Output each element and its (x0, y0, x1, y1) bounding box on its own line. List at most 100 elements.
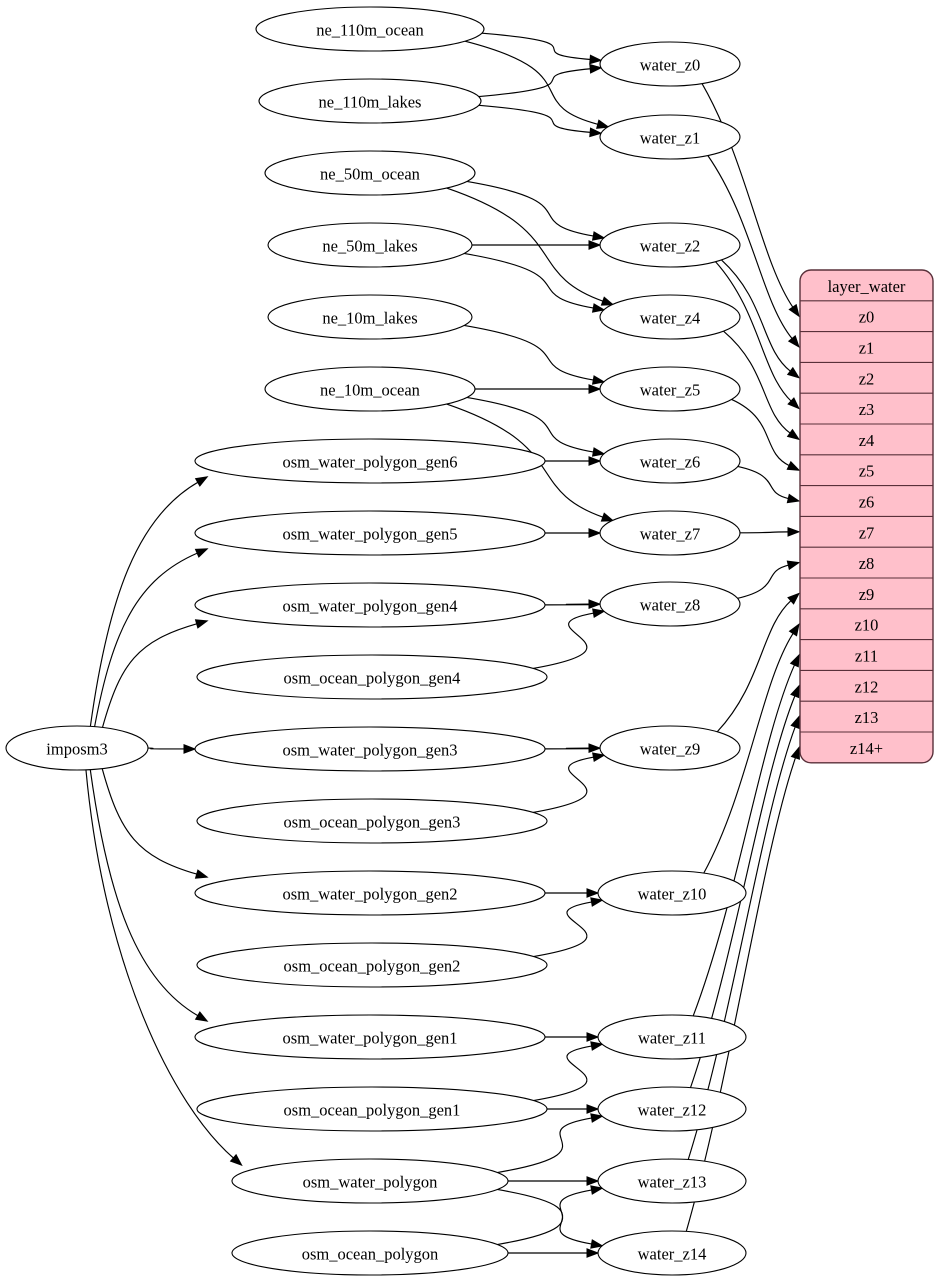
node-shape (194, 438, 546, 484)
node-osm_water_polygon_gen2[interactable]: osm_water_polygon_gen2 (194, 870, 546, 916)
node-osm_ocean_polygon_gen1[interactable]: osm_ocean_polygon_gen1 (196, 1086, 548, 1132)
table-row-z13[interactable]: z13 (855, 708, 879, 727)
node-water_z6[interactable]: water_z6 (599, 438, 741, 484)
edge-arrowhead (586, 888, 600, 898)
edge-osm_water_polygon_gen6-to-water_z6 (545, 456, 602, 466)
edge-path (463, 252, 594, 309)
edge-path (101, 768, 198, 875)
table-row-z1[interactable]: z1 (859, 339, 875, 358)
table-row-z0[interactable]: z0 (859, 308, 875, 327)
edge-water_z0-to-z0 (701, 83, 800, 318)
node-osm_water_polygon[interactable]: osm_water_polygon (231, 1158, 509, 1204)
edge-arrowhead (788, 623, 800, 637)
table-row-z14+[interactable]: z14+ (850, 739, 883, 758)
edge-water_z2-to-z3 (715, 261, 801, 410)
edge-osm_water_polygon-to-water_z13 (508, 1176, 600, 1186)
node-shape (194, 1014, 546, 1060)
node-osm_ocean_polygon_gen4[interactable]: osm_ocean_polygon_gen4 (196, 654, 548, 700)
node-water_z11[interactable]: water_z11 (597, 1014, 747, 1060)
node-imposm3[interactable]: imposm3 (5, 725, 149, 771)
edge-path (544, 747, 596, 750)
table-row-z8[interactable]: z8 (859, 554, 875, 573)
node-osm_water_polygon_gen1[interactable]: osm_water_polygon_gen1 (194, 1014, 546, 1060)
node-ne_50m_ocean[interactable]: ne_50m_ocean (264, 150, 476, 196)
node-osm_water_polygon_gen6[interactable]: osm_water_polygon_gen6 (194, 438, 546, 484)
table-row-z3[interactable]: z3 (859, 400, 875, 419)
node-water_z13[interactable]: water_z13 (597, 1158, 747, 1204)
node-water_z7[interactable]: water_z7 (599, 510, 741, 556)
node-osm_water_polygon_gen4[interactable]: osm_water_polygon_gen4 (194, 582, 546, 628)
node-label: osm_water_polygon_gen1 (282, 1029, 457, 1048)
table-row-z10[interactable]: z10 (855, 616, 879, 635)
table-row-z11[interactable]: z11 (855, 647, 878, 666)
node-water_z1[interactable]: water_z1 (599, 114, 741, 160)
edge-path (716, 599, 792, 733)
edge-water_z11-to-z11 (692, 653, 800, 1017)
edge-ne_110m_lakes-to-water_z0 (478, 63, 603, 98)
node-osm_ocean_polygon[interactable]: osm_ocean_polygon (231, 1230, 509, 1276)
edge-osm_water_polygon-to-water_z14 (497, 1188, 604, 1249)
node-label: water_z10 (638, 885, 707, 904)
edge-ne_110m_lakes-to-water_z1 (478, 104, 603, 138)
node-shape (599, 510, 741, 556)
node-ne_110m_lakes[interactable]: ne_110m_lakes (258, 78, 482, 124)
node-label: water_z11 (638, 1029, 706, 1048)
table-row-z9[interactable]: z9 (859, 585, 875, 604)
edge-water_z2-to-z2 (721, 259, 801, 379)
edge-path (721, 259, 792, 372)
edge-ne_50m_ocean-to-water_z2 (466, 180, 606, 241)
table-row-z2[interactable]: z2 (859, 369, 875, 388)
node-shape (599, 438, 741, 484)
node-water_z2[interactable]: water_z2 (599, 222, 741, 268)
edge-water_z4-to-z4 (723, 330, 801, 441)
node-shape (597, 1086, 747, 1132)
edge-arrowhead (229, 1153, 243, 1167)
edge-arrowhead (586, 1248, 600, 1258)
node-label: ne_50m_ocean (320, 165, 420, 184)
table-row-z12[interactable]: z12 (855, 677, 879, 696)
node-water_z14[interactable]: water_z14 (597, 1230, 747, 1276)
node-osm_ocean_polygon_gen2[interactable]: osm_ocean_polygon_gen2 (196, 942, 548, 988)
edge-arrowhead (590, 1185, 604, 1195)
table-row-z6[interactable]: z6 (859, 493, 875, 512)
edge-path (89, 481, 199, 727)
table-row-z5[interactable]: z5 (859, 462, 875, 481)
edge-arrowhead (589, 54, 603, 65)
layer-water-table: layer_water z0 z1 z2 z3 z4 z5 z6 z7 z8 z9 z10 z11 z12… (800, 270, 933, 763)
node-label: water_z9 (640, 740, 700, 759)
node-water_z10[interactable]: water_z10 (597, 870, 747, 916)
edge-osm_water_polygon-to-water_z12 (497, 1113, 604, 1174)
edge-path (737, 564, 789, 599)
node-ne_110m_ocean[interactable]: ne_110m_ocean (255, 6, 485, 52)
node-label: osm_ocean_polygon_gen2 (284, 957, 461, 976)
table-row-z4[interactable]: z4 (859, 431, 875, 450)
edge-imposm3-to-osm_water_polygon_gen1 (89, 769, 209, 1022)
edge-path (85, 769, 235, 1159)
edge-imposm3-to-osm_water_polygon_gen6 (89, 476, 209, 727)
table-outline (799, 269, 934, 764)
node-osm_ocean_polygon_gen3[interactable]: osm_ocean_polygon_gen3 (196, 798, 548, 844)
node-ne_10m_lakes[interactable]: ne_10m_lakes (267, 294, 473, 340)
node-water_z9[interactable]: water_z9 (599, 725, 741, 771)
node-label: osm_water_polygon_gen6 (282, 453, 457, 472)
node-water_z5[interactable]: water_z5 (599, 366, 741, 412)
node-water_z4[interactable]: water_z4 (599, 294, 741, 340)
edge-arrowhead (786, 366, 801, 379)
node-water_z8[interactable]: water_z8 (599, 581, 741, 627)
node-ne_10m_ocean[interactable]: ne_10m_ocean (264, 366, 476, 412)
node-shape (264, 150, 476, 196)
edge-path (703, 632, 794, 874)
node-shape (231, 1158, 509, 1204)
node-shape (597, 1158, 747, 1204)
node-osm_water_polygon_gen3[interactable]: osm_water_polygon_gen3 (194, 726, 546, 772)
node-water_z0[interactable]: water_z0 (599, 41, 741, 87)
edge-arrowhead (586, 1104, 600, 1114)
node-osm_water_polygon_gen5[interactable]: osm_water_polygon_gen5 (194, 510, 546, 556)
edge-path (478, 104, 591, 133)
node-water_z12[interactable]: water_z12 (597, 1086, 747, 1132)
edge-water_z5-to-z5 (731, 398, 801, 471)
node-label: ne_10m_lakes (322, 309, 417, 328)
edge-arrowhead (194, 1011, 209, 1022)
node-ne_50m_lakes[interactable]: ne_50m_lakes (267, 222, 473, 268)
table-row-z7[interactable]: z7 (859, 523, 875, 542)
